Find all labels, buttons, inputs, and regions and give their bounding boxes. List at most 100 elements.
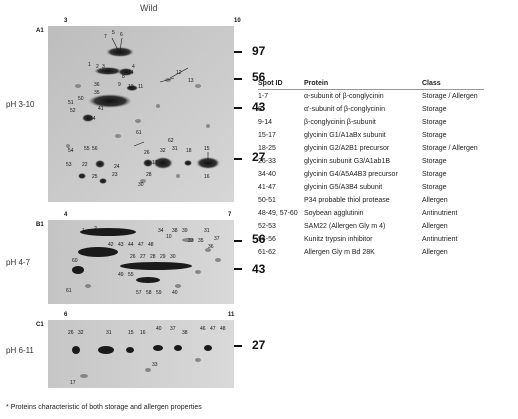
spot-label: 28 [150,254,156,260]
protein-cell: β-conglycinin β-subunit [304,119,376,126]
spot-label: 16 [204,174,210,180]
spot-id-cell: 26-33 [258,158,276,165]
protein-cell: glycinin G4/A5A4B3 precursor [304,171,398,178]
class-cell: Storage [422,158,447,165]
mw-tick [234,78,242,80]
spot-id-cell: 9-14 [258,119,273,126]
spot-label: 32 [160,148,166,154]
table-row: 61-62 Allergen Gly m Bd 28K Allergen [258,246,484,259]
table-row: 26-33 glycinin subunit G3/A1ab1B Storage [258,155,484,168]
spot-label: 31 [106,330,112,336]
table-row: 48-49, 57-60 Soybean agglutinin Antinutrie… [258,207,484,220]
panel-b1-ph: pH 4-7 [6,258,31,267]
spot-label: 60 [72,258,78,264]
spot-label: 55 [128,272,134,278]
panel-b1-left-tick: 4 [64,212,68,218]
spot-label: 1 [82,228,85,234]
mw-tick [234,107,242,109]
spot-label: 35 [198,238,204,244]
mw-tick [234,158,242,160]
spot-label: 43 [118,242,124,248]
spot-label: 5 [112,30,115,36]
panel-c1-right-tick: 11 [228,312,235,318]
spot-label: 39 [182,228,188,234]
spot-label: 46 [200,326,206,332]
spot-label: 15 [204,146,210,152]
spot-label: 40 [156,326,162,332]
spot-label: 51 [68,100,74,106]
gel-b1-spot-labels: 1 2 34 38 39 10 31 33 35 36 37 42 43 44 … [66,226,220,296]
panel-a1-ph: pH 3-10 [6,100,35,109]
spot-id-cell: 61-62 [258,249,276,256]
protein-cell: α'-subunit of β-conglycinin [304,106,386,113]
spot-label: 31 [172,146,178,152]
mw-tick [234,51,242,53]
spot-label: 50 [78,96,84,102]
protein-cell: glycinin subunit G3/A1ab1B [304,158,390,165]
spot-label: 57 [136,290,142,296]
legend-header-spot: Spot ID [258,80,304,90]
spot-label: 58 [146,290,152,296]
spot-label: 10 [128,84,134,90]
gel-a1-spot-labels: 7 5 6 1 2 3 4 8 14 12 13 9 10 11 51 50 3… [66,30,210,188]
spot-label: 26 [144,150,150,156]
panel-a1-right-tick: 10 [234,18,241,24]
table-row: 34-40 glycinin G4/A5A4B3 precursor Storage [258,168,484,181]
spot-label: 26 [130,254,136,260]
spot-label: 54 [68,148,74,154]
class-cell: Storage [422,119,447,126]
spot-label: 23 [112,172,118,178]
protein-cell: Kunitz trypsin inhibitor [304,236,373,243]
legend-header-row: Spot ID Protein Class [258,80,484,90]
mw-tick [234,240,242,242]
spot-label: 31 [204,228,210,234]
spot-id-cell: 34-40 [258,171,276,178]
spot-id-cell: 48-49, 57-60 [258,210,298,217]
mw-marker: 97 [252,44,266,58]
class-cell: Allergen [422,223,448,230]
spot-label: 26 [68,330,74,336]
spot-label: 61 [66,288,72,294]
gel-image-c1: 26 32 31 15 16 40 37 38 46 47 48 33 17 [48,320,234,388]
spot-id-cell: 52-53 [258,223,276,230]
spot-label: 6 [120,32,123,38]
panel-c1-label: C1 [36,322,44,328]
panel-c1-ph: pH 6-11 [6,346,34,355]
protein-cell: glycinin G2/A2B1 precursor [304,145,390,152]
spot-label: 61 [136,130,142,136]
gel-c1-spot-labels: 26 32 31 15 16 40 37 38 46 47 48 33 17 [68,326,226,386]
gel-image-a1: 7 5 6 1 2 3 4 8 14 12 13 9 10 11 51 50 3… [48,26,234,202]
mw-marker: 56 [252,232,266,246]
table-row: 9-14 β-conglycinin β-subunit Storage [258,116,484,129]
class-cell: Storage [422,184,447,191]
spot-label: 48 [148,242,154,248]
spot-label: 9 [118,82,121,88]
spot-label: 1 [88,62,91,68]
panel-b1-right-tick: 7 [228,212,232,218]
spot-label: 12 [176,70,182,76]
panel-a1-left-tick: 3 [64,18,68,24]
table-row: 8 α'-subunit of β-conglycinin Storage [258,103,484,116]
spot-label: 34 [158,228,164,234]
spot-label: 24 [114,164,120,170]
spot-id-cell: 54-56 [258,236,276,243]
spot-label: 25 [92,174,98,180]
class-cell: Antinutrient [422,210,458,217]
table-row: 41-47 glycinin G5/A3B4 subunit Storage [258,181,484,194]
protein-cell: Soybean agglutinin [304,210,364,217]
protein-cell: SAM22 (Allergen Gly m 4) [304,223,386,230]
spot-label: 16 [140,330,146,336]
table-row: 52-53 SAM22 (Allergen Gly m 4) Allergen [258,220,484,233]
spot-label: 29 [160,254,166,260]
spot-label: 55 [84,146,90,152]
spot-label: 59 [156,290,162,296]
protein-cell: glycinin G5/A3B4 subunit [304,184,383,191]
spot-label: 48 [220,326,226,332]
legend-header-protein: Protein [304,80,422,90]
spot-id-cell: 1-7 [258,93,269,100]
table-row: 50-51 P34 probable thiol protease Allergen [258,194,484,207]
spot-label: 17 [152,160,158,166]
spot-label: 32 [78,330,84,336]
spot-label: 30 [170,254,176,260]
mw-marker: 27 [252,338,266,352]
